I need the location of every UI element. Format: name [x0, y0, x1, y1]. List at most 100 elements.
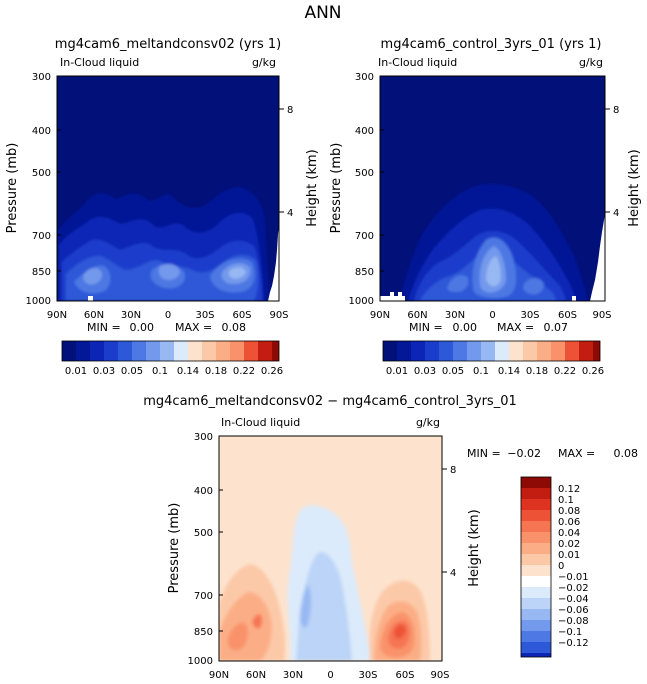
panel-b-xtick-1: 60N	[407, 310, 427, 321]
panel-a-ytick-700: 700	[32, 231, 51, 242]
panel-c-ylabel: Pressure (mb)	[167, 503, 182, 594]
panel-b-y2tick-8: 8	[613, 105, 619, 116]
panel-a-missing-north	[88, 296, 93, 301]
panel-b-missing-north	[380, 296, 405, 301]
panel-b-missing-south	[590, 214, 605, 301]
panel-c-pos-s5	[394, 624, 406, 639]
panel-b-ytick-400: 400	[355, 126, 374, 137]
panel-b-title: mg4cam6_control_3yrs_01 (yrs 1)	[381, 37, 602, 52]
panel-b-cb-label-6: 0.22	[554, 366, 576, 377]
panel-b: mg4cam6_control_3yrs_01 (yrs 1) In-Cloud…	[329, 37, 642, 377]
panel-a-y-ticks: 300 400 500 700 850 1000	[26, 72, 61, 307]
panel-c-cb-label-2: 0.08	[558, 506, 580, 517]
panel-a-blob-4	[83, 268, 102, 285]
panel-c-min-value: −0.02	[507, 447, 541, 460]
panel-b-ytick-1000: 1000	[349, 296, 374, 307]
panel-c-ytick-400: 400	[194, 486, 213, 497]
panel-a-y2tick-4: 4	[287, 208, 293, 219]
panel-a-ytick-300: 300	[32, 72, 51, 83]
panel-a-blob-5	[158, 264, 180, 280]
panel-c-xtick-6: 90S	[430, 670, 449, 681]
panel-c-xtick-3: 0	[327, 670, 333, 681]
panel-c-xtick-1: 60N	[246, 670, 266, 681]
panel-c-x-ticks: 90N 60N 30N 0 30S 60S 90S	[209, 670, 450, 681]
panel-b-variable: In-Cloud liquid	[378, 56, 457, 69]
panel-c-cb-label-4: 0.04	[558, 528, 580, 539]
panel-b-x-ticks: 90N 60N 30N 0 30S 60S 90S	[370, 310, 612, 321]
panel-c-units: g/kg	[416, 416, 440, 429]
panel-b-cb-label-4: 0.14	[498, 366, 520, 377]
panel-a-ylabel: Pressure (mb)	[5, 143, 20, 234]
panel-c-variable: In-Cloud liquid	[221, 416, 300, 429]
panel-a-cb-label-7: 0.26	[261, 366, 283, 377]
panel-c-cb-label-5: 0.02	[558, 539, 580, 550]
panel-a-units: g/kg	[252, 56, 276, 69]
panel-b-units: g/kg	[579, 56, 603, 69]
panel-c-y-ticks: 300 400 500 700 850 1000	[188, 432, 223, 667]
panel-a-cb-label-6: 0.22	[233, 366, 255, 377]
panel-b-ytick-700: 700	[355, 231, 374, 242]
panel-c-pos-w4	[252, 614, 262, 629]
panel-c-xtick-5: 60S	[395, 670, 414, 681]
panel-b-max-value: 0.07	[544, 321, 569, 334]
panel-b-max-label: MAX =	[497, 321, 534, 334]
panel-b-y-ticks: 300 400 500 700 850 1000	[349, 72, 384, 307]
panel-a-ytick-1000: 1000	[26, 296, 51, 307]
panel-c-cb-label-3: 0.06	[558, 517, 580, 528]
panel-a-cb-label-4: 0.14	[177, 366, 199, 377]
panel-b-cb-label-5: 0.18	[526, 366, 548, 377]
panel-c-min-label: MIN =	[467, 447, 501, 460]
panel-a-y2-ticks: 8 4	[279, 105, 293, 219]
panel-c-title: mg4cam6_meltandconsv02 − mg4cam6_control…	[143, 394, 517, 409]
panel-c-y2tick-8: 8	[450, 465, 456, 476]
panel-a-y2label: Height (km)	[305, 149, 320, 226]
panel-a-min-value: 0.00	[130, 321, 155, 334]
panel-b-xtick-0: 90N	[370, 310, 390, 321]
panel-c-cb-label-6: 0.01	[558, 550, 580, 561]
panel-c-cb-label-12: −0.08	[558, 616, 589, 627]
panel-b-cb-label-1: 0.03	[414, 366, 436, 377]
panel-a-xtick-1: 60N	[84, 310, 104, 321]
panel-c-cb-label-0: 0.12	[558, 484, 580, 495]
panel-b-cb-label-7: 0.26	[582, 366, 604, 377]
panel-b-cb-label-2: 0.05	[442, 366, 464, 377]
panel-c-y2-ticks: 8 4	[442, 465, 456, 579]
panel-c-cb-label-10: −0.04	[558, 594, 589, 605]
panel-b-y2label: Height (km)	[627, 149, 642, 226]
panel-a-title: mg4cam6_meltandconsv02 (yrs 1)	[55, 37, 281, 52]
figure-title: ANN	[304, 3, 341, 23]
panel-b-blob-5	[486, 256, 501, 287]
panel-a-missing-south	[268, 226, 279, 301]
panel-a-max-value: 0.08	[222, 321, 247, 334]
panel-c-frame	[218, 435, 443, 662]
panel-a-xtick-0: 90N	[47, 310, 67, 321]
panel-a-xtick-5: 60S	[232, 310, 251, 321]
panel-c-pos-w3	[227, 622, 248, 651]
panel-b-cb-label-0: 0.01	[386, 366, 408, 377]
panel-c-max-label: MAX =	[558, 447, 595, 460]
panel-b-y2-ticks: 8 4	[605, 105, 619, 219]
panel-b-blob-3	[523, 278, 544, 295]
panel-b-cb-label-3: 0.1	[473, 366, 489, 377]
panel-c-ytick-300: 300	[194, 432, 213, 443]
panel-c-ytick-850: 850	[194, 627, 213, 638]
panel-a-colorbar: 0.01 0.03 0.05 0.1 0.14 0.18 0.22 0.26	[61, 340, 283, 377]
panel-a-variable: In-Cloud liquid	[60, 56, 139, 69]
panel-a-cb-label-5: 0.18	[205, 366, 227, 377]
panel-b-blob-2	[447, 275, 469, 292]
panel-c-xtick-4: 30S	[358, 670, 377, 681]
panel-c-cb-label-9: −0.02	[558, 583, 589, 594]
panel-b-min-label: MIN =	[409, 321, 443, 334]
panel-c-xtick-2: 30N	[283, 670, 303, 681]
panel-a-cb-label-1: 0.03	[93, 366, 115, 377]
panel-c-xtick-0: 90N	[209, 670, 229, 681]
panel-b-xtick-4: 30S	[520, 310, 539, 321]
panel-c-neg-3	[300, 584, 311, 628]
panel-c-ytick-500: 500	[194, 528, 213, 539]
panel-a-x-ticks: 90N 60N 30N 0 30S 60S 90S	[47, 310, 289, 321]
panel-a-min-label: MIN =	[87, 321, 121, 334]
panel-c-cb-label-7: 0	[558, 561, 564, 572]
panel-a-cb-label-2: 0.05	[121, 366, 143, 377]
panel-a-ytick-500: 500	[32, 168, 51, 179]
